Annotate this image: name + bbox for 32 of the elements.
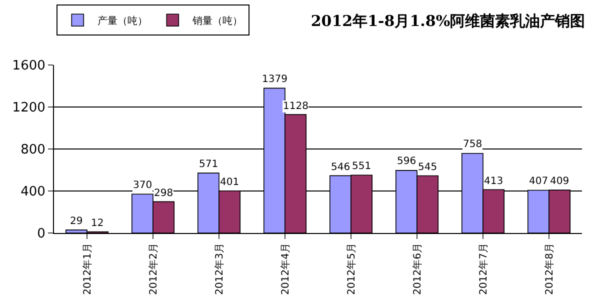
y-tick-label: 1600	[12, 58, 46, 74]
data-label: 545	[418, 162, 438, 173]
legend-label: 销量（吨）	[192, 15, 243, 28]
y-tick-label: 800	[20, 142, 46, 158]
data-label: 551	[352, 161, 372, 172]
x-tick-label: 2012年8月	[543, 243, 556, 295]
x-tick-label: 2012年3月	[213, 243, 226, 295]
data-label: 758	[463, 139, 482, 150]
x-tick-label: 2012年2月	[147, 243, 160, 295]
data-label: 407	[529, 176, 548, 187]
data-label: 29	[70, 216, 83, 227]
data-label: 370	[133, 180, 152, 191]
x-tick-label: 2012年7月	[477, 243, 490, 295]
chart-title: 2012年1-8月1.8%阿维菌素乳油产销图	[310, 12, 586, 30]
data-label: 298	[154, 188, 174, 199]
legend-label: 产量（吨）	[98, 15, 148, 28]
data-label: 1128	[283, 101, 308, 112]
data-label: 413	[484, 176, 504, 187]
y-tick-label: 1200	[12, 100, 46, 116]
x-tick-label: 2012年1月	[81, 243, 94, 295]
x-tick-label: 2012年6月	[411, 243, 424, 295]
x-tick-label: 2012年5月	[345, 243, 358, 295]
data-label: 571	[199, 159, 218, 170]
data-label: 12	[91, 218, 104, 229]
data-label: 596	[397, 156, 416, 167]
data-label: 546	[331, 162, 350, 173]
y-tick-label: 0	[37, 226, 46, 242]
data-label: 1379	[262, 74, 288, 85]
data-label: 409	[550, 176, 570, 187]
data-label: 401	[220, 177, 240, 188]
y-tick-label: 400	[20, 184, 46, 200]
x-tick-label: 2012年4月	[279, 243, 292, 295]
